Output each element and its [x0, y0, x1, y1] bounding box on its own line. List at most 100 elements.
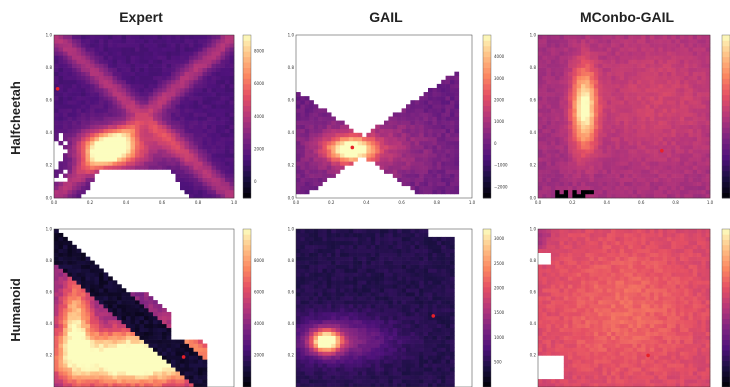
heatmap-cell	[148, 136, 154, 142]
heatmap-cell	[450, 149, 455, 154]
heatmap-cell	[296, 145, 301, 150]
heatmap-cell	[410, 108, 416, 113]
heatmap-cell	[76, 335, 82, 340]
heatmap-cell	[72, 260, 77, 265]
heatmap-cell	[157, 87, 163, 93]
heatmap-cell	[180, 116, 185, 121]
heatmap-cell	[340, 128, 345, 134]
heatmap-cell	[589, 193, 595, 199]
heatmap-cell	[598, 35, 603, 40]
heatmap-cell	[593, 193, 599, 199]
heatmap-cell	[563, 47, 569, 52]
heatmap-cell	[546, 116, 552, 121]
heatmap-cell	[76, 276, 82, 281]
heatmap-cell	[135, 363, 140, 368]
heatmap-cell	[166, 145, 172, 150]
heatmap-cell	[58, 272, 64, 277]
heatmap-cell	[103, 288, 109, 293]
heatmap-cell	[335, 140, 341, 146]
heatmap-cell	[559, 145, 565, 150]
heatmap-cell	[58, 367, 64, 372]
heatmap-cell	[568, 136, 573, 142]
heatmap-cell	[432, 140, 438, 146]
heatmap-cell	[54, 323, 59, 329]
heatmap-cell	[211, 79, 217, 85]
heatmap-cell	[166, 51, 172, 56]
heatmap-cell	[58, 67, 64, 72]
heatmap-cell	[211, 165, 217, 170]
heatmap-cell	[85, 300, 91, 305]
heatmap-cell	[130, 79, 136, 85]
heatmap-cell	[397, 157, 402, 162]
heatmap-cell	[67, 335, 73, 340]
heatmap-cell	[454, 132, 460, 138]
heatmap-cell	[335, 120, 341, 125]
heatmap-cell	[300, 363, 306, 368]
heatmap-cell	[410, 169, 416, 174]
heatmap-cell	[54, 240, 59, 246]
heatmap-cell	[546, 120, 552, 125]
heatmap-cell	[171, 351, 176, 356]
colorbar-segment	[722, 94, 730, 101]
heatmap-cell	[375, 140, 380, 146]
heatmap-cell	[563, 108, 569, 113]
heatmap-cell	[555, 193, 560, 199]
heatmap-cell	[108, 367, 113, 372]
heatmap-cell	[94, 96, 100, 101]
heatmap-cell	[76, 379, 82, 384]
heatmap-cell	[58, 63, 64, 68]
heatmap-cell	[148, 149, 154, 154]
heatmap-cell	[679, 112, 685, 117]
heatmap-cell	[593, 132, 599, 138]
heatmap-cell	[598, 79, 603, 85]
heatmap-cell	[309, 304, 314, 309]
heatmap-cell	[450, 169, 455, 174]
heatmap-cell	[450, 112, 455, 117]
heatmap-cell	[198, 59, 203, 64]
heatmap-cell	[692, 43, 698, 48]
heatmap-cell	[550, 71, 556, 77]
heatmap-cell	[654, 177, 659, 183]
heatmap-cell	[313, 108, 319, 113]
heatmap-cell	[628, 116, 633, 121]
heatmap-cell	[81, 145, 86, 150]
heatmap-cell	[108, 47, 113, 52]
heatmap-cell	[166, 351, 172, 356]
heatmap-cell	[392, 165, 398, 170]
heatmap-cell	[679, 136, 685, 142]
heatmap-cell	[628, 177, 633, 183]
heatmap-cell	[126, 59, 131, 64]
heatmap-cell	[296, 100, 301, 105]
heatmap-cell	[401, 136, 407, 142]
heatmap-cell	[406, 128, 411, 134]
heatmap-cell	[632, 140, 638, 146]
heatmap-cell	[229, 181, 235, 187]
heatmap-cell	[322, 165, 328, 170]
heatmap-cell	[392, 169, 398, 174]
heatmap-cell	[193, 71, 199, 77]
heatmap-cell	[103, 308, 109, 313]
heatmap-cell	[166, 92, 172, 97]
heatmap-cell	[585, 108, 590, 113]
heatmap-cell	[81, 128, 86, 134]
heatmap-cell	[581, 43, 586, 48]
heatmap-cell	[216, 35, 221, 40]
heatmap-cell	[90, 96, 95, 101]
heatmap-cell	[207, 35, 212, 40]
heatmap-cell	[309, 229, 314, 234]
heatmap-cell	[157, 363, 163, 368]
heatmap-cell	[300, 104, 306, 109]
heatmap-cell	[108, 87, 113, 93]
heatmap-cell	[175, 39, 181, 44]
heatmap-cell	[679, 67, 685, 72]
heatmap-cell	[585, 189, 590, 195]
heatmap-cell	[679, 181, 685, 187]
heatmap-cell	[662, 75, 668, 81]
heatmap-cell	[309, 240, 314, 246]
heatmap-cell	[157, 327, 163, 332]
x-tick-label: 0.4	[123, 200, 130, 205]
heatmap-cell	[602, 140, 608, 146]
colorbar-segment	[243, 67, 251, 74]
heatmap-cell	[701, 59, 706, 64]
heatmap-cell	[296, 240, 301, 246]
